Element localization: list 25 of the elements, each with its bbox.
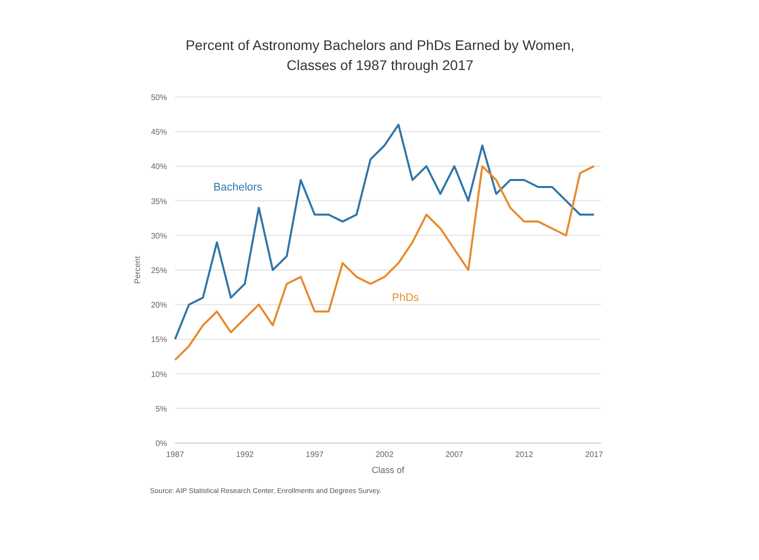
y-tick-label: 50% [150, 93, 167, 102]
y-tick-label: 25% [150, 266, 167, 275]
y-tick-label: 45% [150, 128, 167, 137]
series-label: Bachelors [213, 181, 263, 194]
x-axis-title: Class of [372, 465, 405, 475]
y-tick-label: 20% [150, 300, 167, 310]
line-series [174, 124, 596, 340]
line-series [174, 165, 596, 361]
x-tick-label: 2002 [376, 450, 394, 459]
y-tick-label: 15% [150, 335, 167, 344]
y-tick-label: 35% [150, 196, 167, 206]
y-tick-label: 5% [155, 404, 167, 414]
x-tick-label: 1997 [306, 450, 324, 459]
series-label: PhDs [392, 292, 420, 304]
chart-title: Percent of Astronomy Bachelors and PhDs Earned by Women, Classes of 1987 through 2017 [186, 37, 574, 73]
x-tick-label: 2007 [445, 450, 464, 459]
x-tick-label: 2017 [585, 450, 604, 459]
x-tick-label: 1992 [236, 450, 254, 459]
y-tick-label: 10% [150, 370, 167, 379]
x-tick-label: 2012 [515, 450, 534, 459]
y-axis-title: Percent [133, 255, 142, 284]
y-tick-label: 40% [150, 162, 167, 172]
y-tick-label: 30% [150, 231, 167, 240]
x-tick-label: 1987 [166, 450, 184, 459]
y-tick-label: 0% [155, 439, 167, 448]
